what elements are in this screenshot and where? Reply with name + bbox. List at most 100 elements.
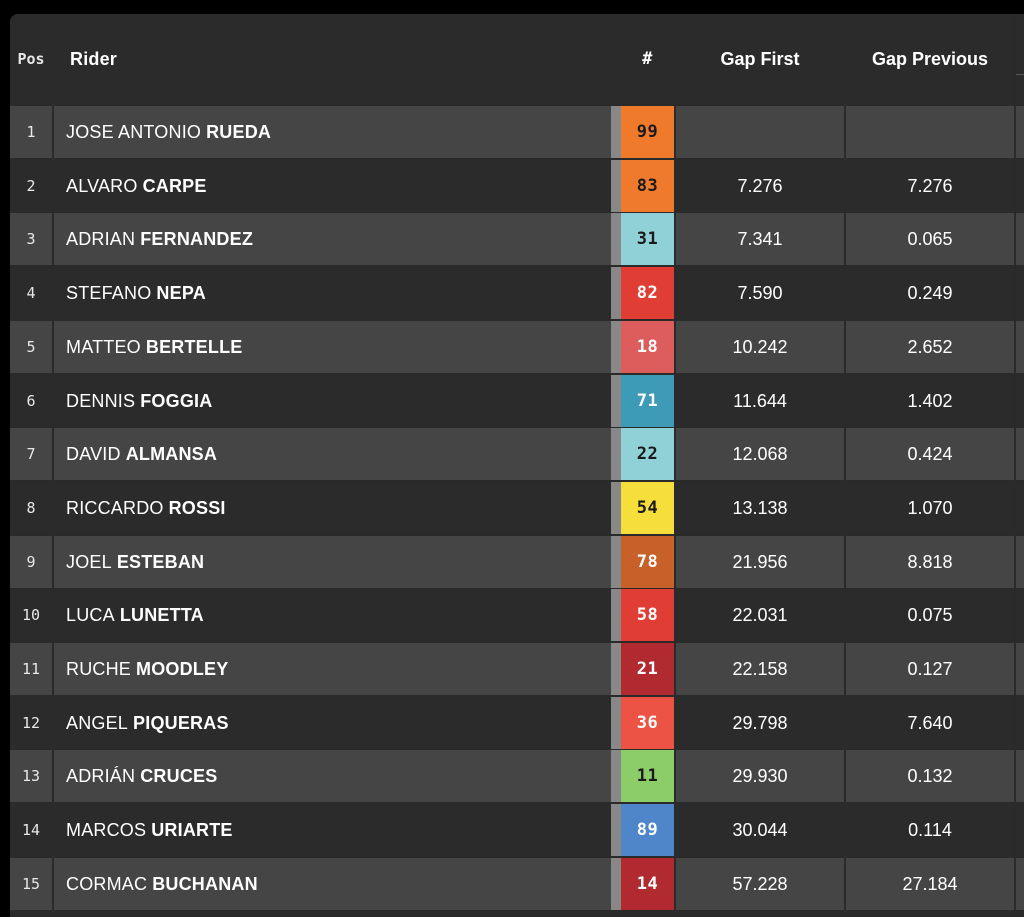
gap-previous-cell: 0.249 bbox=[846, 267, 1014, 319]
rider-number-badge: 14 bbox=[621, 858, 674, 910]
rider-name-cell[interactable]: ADRIÁN CRUCES bbox=[54, 750, 611, 802]
rider-name-cell[interactable]: DAVID ALMANSA bbox=[54, 428, 611, 480]
checkered-flag-strip bbox=[611, 106, 621, 158]
rider-number-badge: 78 bbox=[621, 536, 674, 588]
rider-first-name: LUCA bbox=[66, 604, 115, 625]
gap-first-cell: 7.341 bbox=[676, 213, 844, 265]
rider-first-name: DAVID bbox=[66, 443, 121, 464]
rider-first-name: ADRIÁN bbox=[66, 765, 136, 786]
position-cell: 4 bbox=[10, 267, 52, 319]
rider-last-name: FOGGIA bbox=[140, 390, 213, 411]
table-row[interactable]: 3 ADRIAN FERNANDEZ 31 7.341 0.065 bbox=[10, 213, 1024, 267]
table-row[interactable]: 1 JOSE ANTONIO RUEDA 99 bbox=[10, 106, 1024, 160]
gap-first-cell: 30.044 bbox=[676, 804, 844, 856]
rider-number-badge: 99 bbox=[621, 106, 674, 158]
table-row[interactable]: 15 CORMAC BUCHANAN 14 57.228 27.184 bbox=[10, 858, 1024, 912]
table-row[interactable]: 12 ANGEL PIQUERAS 36 29.798 7.640 bbox=[10, 697, 1024, 751]
rider-name-cell[interactable]: LUCA LUNETTA bbox=[54, 589, 611, 641]
extra-column-cell bbox=[1016, 697, 1024, 749]
header-pos[interactable]: Pos bbox=[10, 14, 52, 104]
table-row[interactable]: 2 ALVARO CARPE 83 7.276 7.276 bbox=[10, 160, 1024, 214]
rider-name-cell[interactable]: JOEL ESTEBAN bbox=[54, 536, 611, 588]
table-row[interactable]: 9 JOEL ESTEBAN 78 21.956 8.818 bbox=[10, 536, 1024, 590]
table-row[interactable]: 4 STEFANO NEPA 82 7.590 0.249 bbox=[10, 267, 1024, 321]
rider-first-name: MATTEO bbox=[66, 336, 141, 357]
gap-first-cell: 22.031 bbox=[676, 589, 844, 641]
rider-name-cell[interactable]: MATTEO BERTELLE bbox=[54, 321, 611, 373]
rider-name-cell[interactable]: CORMAC BUCHANAN bbox=[54, 858, 611, 910]
table-row[interactable]: 10 LUCA LUNETTA 58 22.031 0.075 bbox=[10, 589, 1024, 643]
rider-number-badge: 36 bbox=[621, 697, 674, 749]
gap-previous-cell: 0.424 bbox=[846, 428, 1014, 480]
extra-column-cell bbox=[1016, 321, 1024, 373]
gap-previous-cell: 0.065 bbox=[846, 213, 1014, 265]
extra-column-cell bbox=[1016, 106, 1024, 158]
checkered-flag-strip bbox=[611, 160, 621, 212]
gap-previous-cell: 0.075 bbox=[846, 589, 1014, 641]
extra-column-cell bbox=[1016, 267, 1024, 319]
extra-column-cell bbox=[1016, 482, 1024, 534]
gap-previous-cell: 0.114 bbox=[846, 804, 1014, 856]
gap-previous-cell: 0.127 bbox=[846, 643, 1014, 695]
table-row[interactable]: 7 DAVID ALMANSA 22 12.068 0.424 bbox=[10, 428, 1024, 482]
checkered-flag-strip bbox=[611, 589, 621, 641]
gap-first-cell: 22.158 bbox=[676, 643, 844, 695]
table-row[interactable]: 6 DENNIS FOGGIA 71 11.644 1.402 bbox=[10, 375, 1024, 429]
rider-last-name: CRUCES bbox=[140, 765, 218, 786]
gap-previous-cell: 7.276 bbox=[846, 160, 1014, 212]
gap-previous-cell: 7.640 bbox=[846, 697, 1014, 749]
rider-number-badge: 89 bbox=[621, 804, 674, 856]
header-gap-first[interactable]: Gap First bbox=[676, 14, 844, 104]
position-cell: 6 bbox=[10, 375, 52, 427]
gap-previous-cell: 0.132 bbox=[846, 750, 1014, 802]
rider-last-name: PIQUERAS bbox=[133, 712, 229, 733]
extra-column-cell bbox=[1016, 375, 1024, 427]
position-cell: 11 bbox=[10, 643, 52, 695]
table-row[interactable]: 13 ADRIÁN CRUCES 11 29.930 0.132 bbox=[10, 750, 1024, 804]
rider-last-name: BUCHANAN bbox=[152, 873, 258, 894]
checkered-flag-strip bbox=[611, 858, 621, 910]
rider-name-cell[interactable]: JOSE ANTONIO RUEDA bbox=[54, 106, 611, 158]
table-row[interactable]: 8 RICCARDO ROSSI 54 13.138 1.070 bbox=[10, 482, 1024, 536]
rider-number-badge: 31 bbox=[621, 213, 674, 265]
rider-name-cell[interactable]: ANGEL PIQUERAS bbox=[54, 697, 611, 749]
checkered-flag-strip bbox=[611, 482, 621, 534]
gap-first-cell: 12.068 bbox=[676, 428, 844, 480]
rider-name-cell[interactable]: RUCHE MOODLEY bbox=[54, 643, 611, 695]
rider-first-name: JOEL bbox=[66, 551, 112, 572]
rider-name-cell[interactable]: DENNIS FOGGIA bbox=[54, 375, 611, 427]
rider-name-cell[interactable]: ADRIAN FERNANDEZ bbox=[54, 213, 611, 265]
rider-name-cell[interactable]: ALVARO CARPE bbox=[54, 160, 611, 212]
rider-first-name: JOSE ANTONIO bbox=[66, 121, 202, 142]
extra-column-cell bbox=[1016, 213, 1024, 265]
rider-name-cell[interactable]: MARCOS URIARTE bbox=[54, 804, 611, 856]
gap-first-cell: 21.956 bbox=[676, 536, 844, 588]
position-cell: 10 bbox=[10, 589, 52, 641]
header-number[interactable]: # bbox=[621, 14, 674, 104]
header-rider[interactable]: Rider bbox=[54, 14, 621, 104]
table-row[interactable]: 5 MATTEO BERTELLE 18 10.242 2.652 bbox=[10, 321, 1024, 375]
rider-number-badge: 58 bbox=[621, 589, 674, 641]
extra-column-cell bbox=[1016, 428, 1024, 480]
rider-name-cell[interactable]: STEFANO NEPA bbox=[54, 267, 611, 319]
gap-previous-cell: 2.652 bbox=[846, 321, 1014, 373]
rider-number-badge: 22 bbox=[621, 428, 674, 480]
table-header: Pos Rider # Gap First Gap Previous bbox=[10, 14, 1024, 104]
rider-last-name: CARPE bbox=[142, 175, 207, 196]
rider-number-badge: 82 bbox=[621, 267, 674, 319]
position-cell: 9 bbox=[10, 536, 52, 588]
extra-column-cell bbox=[1016, 804, 1024, 856]
rider-first-name: CORMAC bbox=[66, 873, 148, 894]
checkered-flag-strip bbox=[611, 643, 621, 695]
header-gap-previous[interactable]: Gap Previous bbox=[846, 14, 1014, 104]
gap-first-cell: 13.138 bbox=[676, 482, 844, 534]
gap-previous-cell: 8.818 bbox=[846, 536, 1014, 588]
extra-column-cell bbox=[1016, 589, 1024, 641]
rider-last-name: URIARTE bbox=[151, 819, 233, 840]
rider-last-name: ROSSI bbox=[168, 497, 226, 518]
gap-previous-cell: 27.184 bbox=[846, 858, 1014, 910]
table-row[interactable]: 14 MARCOS URIARTE 89 30.044 0.114 bbox=[10, 804, 1024, 858]
checkered-flag-strip bbox=[611, 213, 621, 265]
rider-name-cell[interactable]: RICCARDO ROSSI bbox=[54, 482, 611, 534]
table-row[interactable]: 11 RUCHE MOODLEY 21 22.158 0.127 bbox=[10, 643, 1024, 697]
